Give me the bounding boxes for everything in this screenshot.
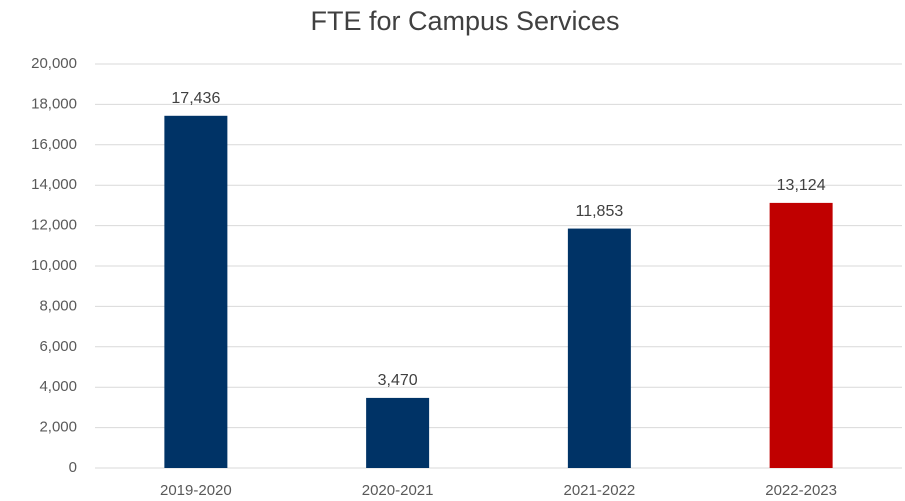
y-tick-label: 8,000 — [39, 297, 77, 314]
y-tick-label: 6,000 — [39, 338, 77, 355]
data-label: 11,853 — [576, 203, 624, 220]
x-tick-label: 2020-2021 — [362, 482, 434, 499]
y-tick-label: 18,000 — [31, 95, 77, 112]
y-tick-label: 12,000 — [31, 217, 77, 234]
y-tick-label: 4,000 — [39, 378, 77, 395]
y-tick-label: 10,000 — [31, 257, 77, 274]
bar — [769, 202, 833, 468]
chart-title: FTE for Campus Services — [310, 6, 619, 36]
y-tick-label: 16,000 — [31, 136, 77, 153]
x-tick-label: 2021-2022 — [564, 482, 636, 499]
y-tick-label: 14,000 — [31, 176, 77, 193]
bar — [164, 115, 228, 469]
bar — [366, 397, 430, 468]
bar — [567, 228, 631, 468]
y-tick-label: 0 — [69, 459, 77, 476]
y-tick-label: 2,000 — [39, 419, 77, 436]
data-label: 17,436 — [171, 90, 220, 107]
x-tick-label: 2022-2023 — [765, 482, 837, 499]
y-tick-label: 20,000 — [31, 55, 77, 72]
x-tick-label: 2019-2020 — [160, 482, 232, 499]
data-label: 3,470 — [378, 372, 418, 389]
data-label: 13,124 — [777, 177, 826, 194]
